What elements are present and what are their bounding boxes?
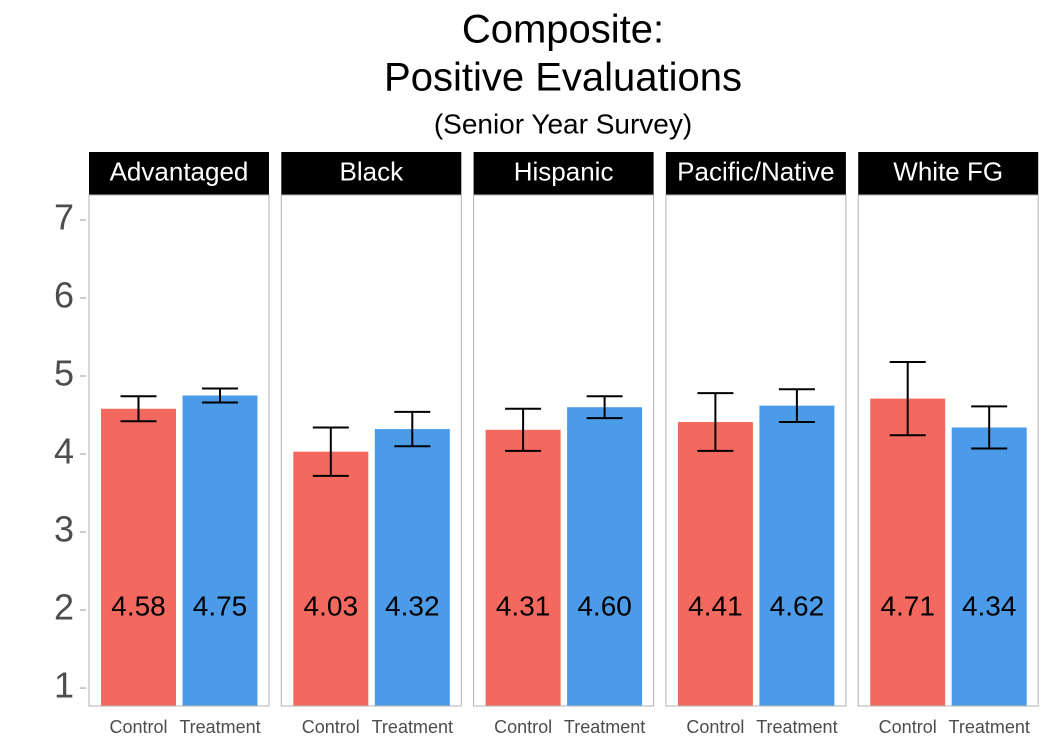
value-label: 4.41 (688, 590, 743, 621)
bar (374, 429, 450, 706)
facet-label: Advantaged (110, 156, 249, 186)
bar (293, 451, 369, 706)
error-bar (971, 405, 1008, 450)
panel-border (473, 194, 655, 707)
x-tick-label: Treatment (179, 717, 260, 737)
panel-border (280, 194, 462, 707)
value-label: 4.31 (496, 590, 551, 621)
facet-header (89, 152, 269, 195)
value-label: 4.58 (111, 590, 166, 621)
y-tick-label: 7 (54, 196, 74, 237)
y-tick-label: 2 (54, 587, 74, 628)
chart-title: Composite: (462, 8, 664, 52)
error-bar (394, 410, 431, 448)
value-label: 4.03 (304, 590, 359, 621)
facet-header (281, 152, 462, 195)
y-tick-label: 3 (54, 509, 74, 550)
value-label: 4.75 (193, 590, 248, 621)
facet-header (665, 152, 846, 195)
x-tick-label: Treatment (564, 717, 645, 737)
facet-header (473, 152, 654, 195)
y-tick-label: 4 (54, 431, 74, 472)
facet-label: White FG (893, 156, 1003, 186)
facet-label: Pacific/Native (677, 156, 835, 186)
y-tick-label: 6 (54, 274, 74, 315)
panel-border (665, 194, 847, 707)
x-tick-label: Control (686, 717, 744, 737)
x-tick-label: Control (109, 717, 167, 737)
error-bar (697, 392, 734, 452)
facet-label: Hispanic (514, 156, 614, 186)
x-tick-label: Treatment (756, 717, 837, 737)
value-label: 4.34 (962, 590, 1017, 621)
x-tick-label: Treatment (372, 717, 453, 737)
chart-subtitle: (Senior Year Survey) (434, 108, 692, 139)
panel-border (88, 194, 270, 707)
y-tick-label: 1 (54, 665, 74, 706)
chart-title: Positive Evaluations (384, 56, 742, 100)
value-label: 4.32 (385, 590, 440, 621)
facet-header (858, 152, 1039, 195)
x-tick-label: Control (494, 717, 552, 737)
facet-label: Black (340, 156, 405, 186)
x-tick-label: Control (302, 717, 360, 737)
value-label: 4.71 (880, 590, 935, 621)
bar (677, 422, 753, 706)
value-label: 4.62 (770, 590, 825, 621)
bar (101, 408, 176, 706)
bar (951, 427, 1027, 706)
bar (567, 407, 643, 706)
error-bar (120, 395, 157, 423)
error-bar (505, 407, 542, 452)
error-bar (778, 388, 815, 424)
bar (182, 395, 258, 706)
error-bar (202, 387, 238, 404)
panel-border (857, 194, 1039, 707)
x-tick-label: Treatment (949, 717, 1030, 737)
error-bar (312, 426, 349, 477)
x-tick-label: Control (879, 717, 937, 737)
error-bar (889, 360, 926, 437)
bar (485, 429, 561, 706)
value-label: 4.60 (577, 590, 632, 621)
bar (870, 398, 946, 706)
bar (759, 405, 835, 706)
error-bar (586, 395, 623, 420)
y-tick-label: 5 (54, 353, 74, 394)
